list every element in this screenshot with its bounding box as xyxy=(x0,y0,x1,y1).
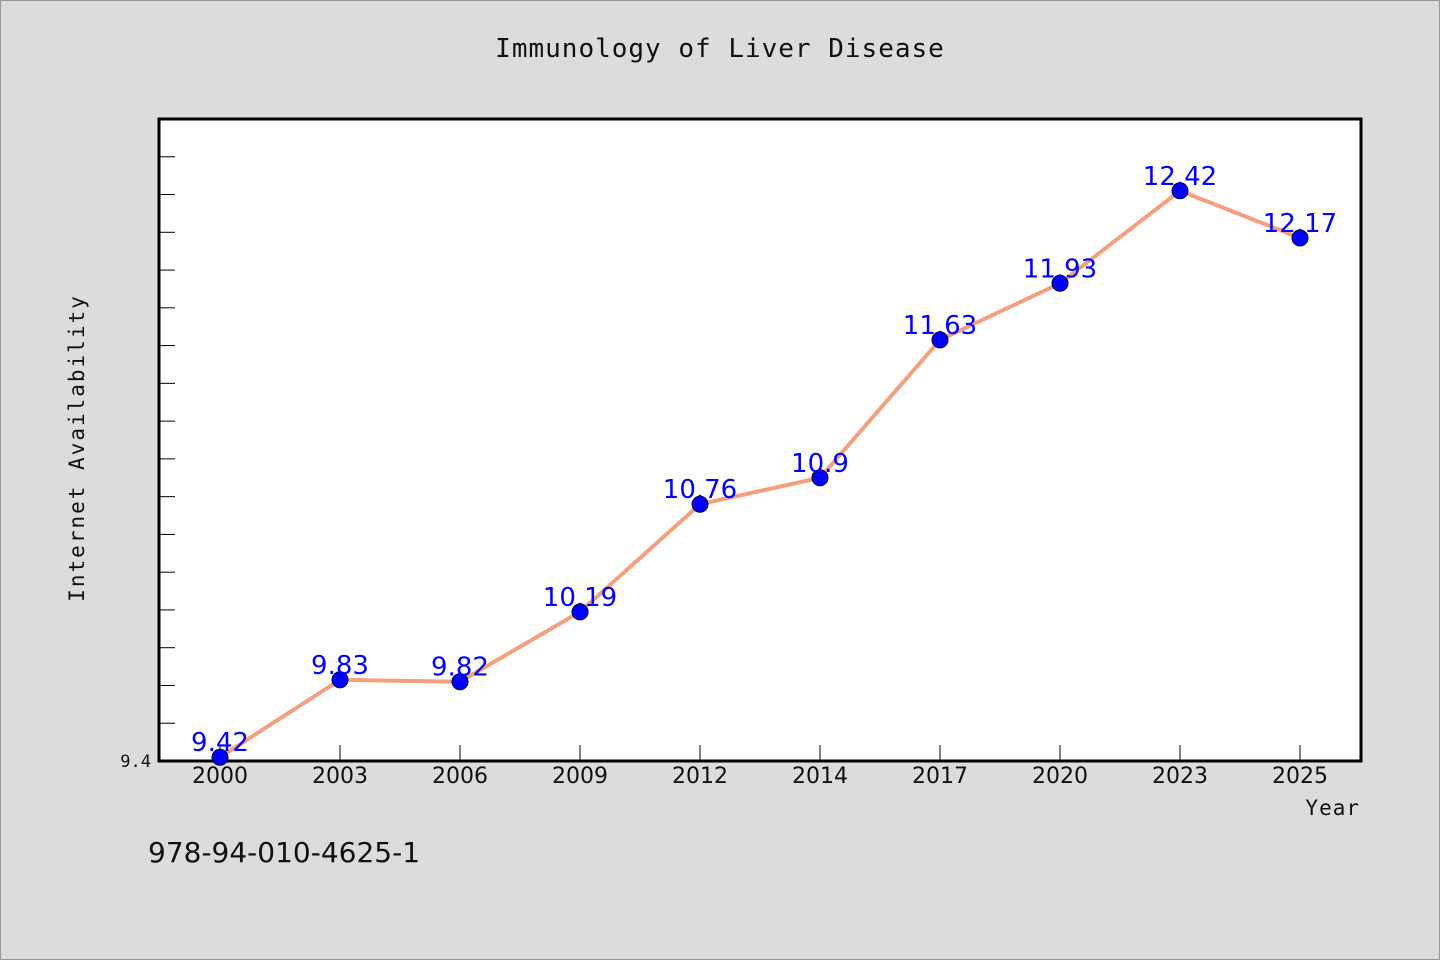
x-tick-label: 2006 xyxy=(432,764,488,789)
y-tick-label: 9.4 xyxy=(120,752,151,772)
x-tick-label: 2025 xyxy=(1272,764,1328,789)
data-label: 11.63 xyxy=(903,311,977,341)
data-point xyxy=(1291,229,1309,247)
x-tick-label: 2023 xyxy=(1152,764,1208,789)
x-axis-label: Year xyxy=(1305,796,1360,820)
x-tick-label: 2020 xyxy=(1032,764,1088,789)
data-point xyxy=(1051,274,1069,292)
data-label: 10.76 xyxy=(663,475,737,505)
data-label: 10.19 xyxy=(543,583,617,613)
data-label: 12.42 xyxy=(1143,162,1217,192)
data-point xyxy=(811,469,829,487)
x-tick-label: 2003 xyxy=(312,764,368,789)
x-tick-label: 2000 xyxy=(192,764,248,789)
data-point xyxy=(331,671,349,689)
data-label: 12.17 xyxy=(1263,209,1337,239)
x-tick-label: 2017 xyxy=(912,764,968,789)
data-markers xyxy=(211,182,1309,766)
data-label: 10.9 xyxy=(791,449,849,479)
y-axis-ticks: 9.4 xyxy=(120,156,175,772)
x-axis-ticks: 2000 2003 2006 2009 2012 2014 2017 2020 2023 2025 xyxy=(192,745,1328,789)
x-tick-label: 2014 xyxy=(792,764,848,789)
series-line xyxy=(218,188,1302,760)
data-label: 9.82 xyxy=(431,653,489,683)
data-point xyxy=(571,603,589,621)
x-tick-label: 2012 xyxy=(672,764,728,789)
data-point xyxy=(451,673,469,691)
chart-title: Immunology of Liver Disease xyxy=(495,34,945,64)
data-point xyxy=(211,748,229,766)
data-point xyxy=(931,331,949,349)
data-point xyxy=(1171,182,1189,200)
plot-area xyxy=(157,117,1363,763)
data-label: 11.93 xyxy=(1023,254,1097,284)
data-point xyxy=(691,495,709,513)
data-labels: 9.42 9.83 9.82 10.19 10.76 10.9 11.63 11.93 12.4… xyxy=(191,162,1337,758)
isbn-text: 978-94-010-4625-1 xyxy=(148,836,421,869)
data-label: 9.83 xyxy=(311,651,369,681)
x-tick-label: 2009 xyxy=(552,764,608,789)
data-label: 9.42 xyxy=(191,728,249,758)
